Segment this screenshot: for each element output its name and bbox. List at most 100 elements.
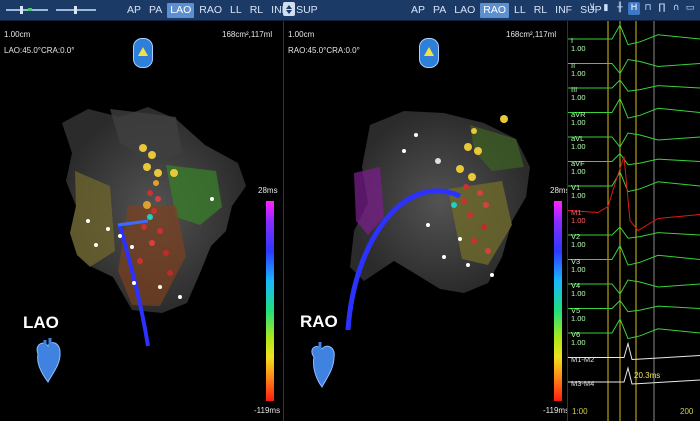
heart-orientation-icon[interactable] <box>30 336 70 386</box>
left-view-button-pa[interactable]: PA <box>149 3 163 16</box>
rao-anatomy-map[interactable] <box>284 21 567 421</box>
ecg-lead-label[interactable]: V4 1.00 <box>571 281 586 298</box>
scale-label: 1.00cm <box>4 30 31 39</box>
heart-orientation-icon[interactable] <box>304 339 344 391</box>
left-view-button-rao[interactable]: RAO <box>199 3 223 16</box>
ablation-point <box>500 115 508 123</box>
ecg-lead-label[interactable]: aVF 1.00 <box>571 158 586 176</box>
ecg-trace-iii <box>568 79 700 92</box>
ablation-point <box>106 227 110 231</box>
ecg-trace-v2 <box>568 226 700 239</box>
colorbar-min-label: -119ms <box>254 406 281 415</box>
box-icon[interactable]: ▭ <box>685 3 695 13</box>
activation-region-olive <box>70 171 115 267</box>
ablation-point <box>157 228 163 234</box>
threshold-slider-knob[interactable] <box>74 6 77 14</box>
footer-right-label: 200 <box>680 407 694 416</box>
ecg-trace-v6 <box>568 317 700 340</box>
ecg-lead-label[interactable]: V5 1.00 <box>571 305 586 323</box>
view-angle-label: RAO:45.0°CRA:0.0° <box>288 46 360 55</box>
mesh-upper-lobe <box>110 109 182 161</box>
ablation-point <box>456 165 464 173</box>
ablation-point <box>158 285 162 289</box>
ablation-point <box>467 212 473 218</box>
ecg-lead-label[interactable]: aVR 1.00 <box>571 109 586 127</box>
ablation-point <box>170 169 178 177</box>
rao-map-panel[interactable]: 1.00cm RAO:45.0°CRA:0.0° 168cm²,117ml RA… <box>284 21 568 421</box>
ablation-point <box>474 147 482 155</box>
ablation-point <box>132 281 136 285</box>
playback-slider-knob[interactable] <box>20 6 23 14</box>
h-caliper-icon[interactable]: H <box>628 2 640 15</box>
view-label: LAO <box>23 313 59 332</box>
left-view-button-rl[interactable]: RL <box>249 3 264 16</box>
colorbar-max-label: 28ms <box>550 186 568 195</box>
orientation-compass-icon[interactable] <box>419 38 439 68</box>
ablation-point <box>471 238 477 244</box>
ablation-point <box>451 202 457 208</box>
ruler-icon[interactable]: ╫ <box>617 3 623 13</box>
orientation-compass-icon[interactable] <box>133 38 153 68</box>
marker-icon[interactable]: ▮ <box>603 3 609 13</box>
ecg-lead-label[interactable]: M1-M2 <box>571 354 595 364</box>
ecg-lead-label[interactable]: V3 1.00 <box>571 256 586 274</box>
ecg-lead-label[interactable]: M3-M4 <box>571 379 595 388</box>
left-view-button-ap[interactable]: AP <box>127 3 142 16</box>
ecg-lead-label[interactable]: V6 1.00 <box>571 330 586 347</box>
ecg-lead-label[interactable]: I 1.00 <box>571 36 586 53</box>
ablation-point <box>143 163 151 171</box>
ecg-lead-label[interactable]: III 1.00 <box>571 85 586 102</box>
right-view-button-ap[interactable]: AP <box>411 3 426 16</box>
ecg-lead-label[interactable]: aVL 1.00 <box>571 134 586 151</box>
view-angle-label: LAO:45.0°CRA:0.0° <box>4 46 75 55</box>
ecg-lead-label[interactable]: V2 1.00 <box>571 232 586 249</box>
right-view-button-lao[interactable]: LAO <box>454 3 476 16</box>
ablation-point <box>466 263 470 267</box>
ecg-panel[interactable]: I 1.00 II 1.00 III 1.00 aVR 1.00 aVL 1.00 aVF 1.00 V… <box>568 21 700 421</box>
pin-icon[interactable]: ⊓ <box>644 3 652 13</box>
chart-down-icon[interactable]: ⊻ <box>588 3 596 13</box>
ablation-point <box>426 223 430 227</box>
right-view-button-pa[interactable]: PA <box>433 3 447 16</box>
activation-colorbar <box>266 201 274 401</box>
right-view-button-ll[interactable]: LL <box>514 3 526 16</box>
left-view-button-lao[interactable]: LAO <box>167 2 195 18</box>
ecg-trace-m3-m4 <box>568 366 700 385</box>
left-view-button-sup[interactable]: SUP <box>296 3 318 16</box>
activation-region-green <box>470 125 524 171</box>
right-view-button-inf[interactable]: INF <box>555 3 573 16</box>
scroll-icon[interactable] <box>283 2 295 16</box>
ablation-point <box>139 144 147 152</box>
lao-map-panel[interactable]: 1.00cm LAO:45.0°CRA:0.0° 168cm²,117ml LA… <box>0 21 284 421</box>
activation-region-green <box>166 165 222 225</box>
ablation-point <box>147 190 153 196</box>
ecg-trace-avl <box>568 132 700 148</box>
ecg-trace-v1 <box>568 170 700 193</box>
left-view-button-ll[interactable]: LL <box>230 3 242 16</box>
ablation-point <box>141 224 147 230</box>
ablation-point <box>442 255 446 259</box>
ablation-point <box>137 258 143 264</box>
ablation-point <box>118 234 122 238</box>
threshold-slider[interactable] <box>56 6 96 14</box>
ablation-point <box>402 149 406 153</box>
playback-slider[interactable] <box>6 6 48 14</box>
trace-icon[interactable]: ∏ <box>658 3 666 13</box>
ablation-catheter-path <box>118 225 150 347</box>
ablation-point <box>155 196 161 202</box>
loop-icon[interactable]: ∩ <box>672 3 680 13</box>
ablation-point <box>163 250 169 256</box>
ecg-traces <box>568 21 700 421</box>
area-volume-label: 168cm²,117ml <box>506 30 557 39</box>
lao-anatomy-map[interactable] <box>0 21 283 421</box>
ablation-point <box>490 273 494 277</box>
ecg-lead-label[interactable]: II 1.00 <box>571 60 586 78</box>
ecg-lead-label[interactable]: M1 1.00 <box>571 207 586 225</box>
right-view-button-rl[interactable]: RL <box>533 3 548 16</box>
right-view-button-rao[interactable]: RAO <box>480 2 510 18</box>
ecg-lead-label[interactable]: V1 1.00 <box>571 183 586 200</box>
right-view-button-sup[interactable]: SUP <box>580 3 602 16</box>
ablation-points <box>86 144 214 299</box>
ablation-point <box>481 224 487 230</box>
ablation-point <box>468 173 476 181</box>
